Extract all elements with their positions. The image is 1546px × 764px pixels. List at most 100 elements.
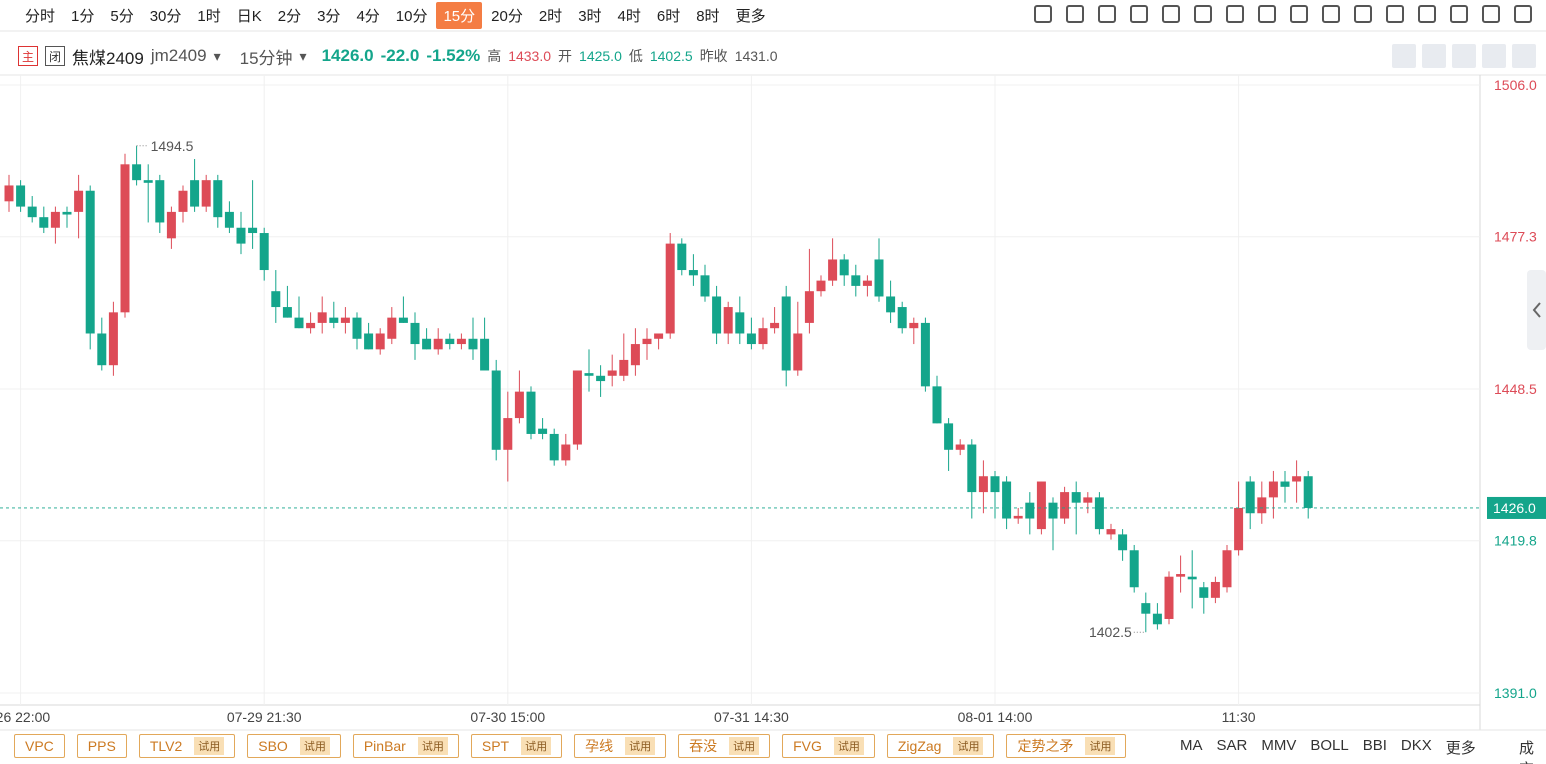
tool[interactable] — [1322, 5, 1340, 23]
period[interactable]: 1分 — [71, 7, 95, 25]
tool[interactable] — [1354, 5, 1372, 23]
period[interactable]: 6时 — [656, 7, 681, 25]
candle-body — [538, 428, 548, 434]
indicator-button[interactable]: TLV2 试用 — [138, 734, 236, 758]
candle-body — [804, 291, 814, 323]
period[interactable]: 1时 — [197, 7, 221, 25]
period[interactable]: 分时 — [25, 7, 56, 25]
candle-body — [677, 243, 687, 271]
main-indicator[interactable]: BBI — [1362, 737, 1387, 754]
button[interactable] — [1422, 44, 1446, 68]
tool[interactable] — [1418, 5, 1436, 23]
period-active[interactable]: 15分 — [436, 1, 483, 29]
tool[interactable] — [1450, 5, 1468, 23]
tool[interactable] — [1098, 5, 1116, 23]
period[interactable]: 3时 — [578, 7, 602, 25]
candle-body — [364, 333, 374, 350]
tool[interactable] — [1066, 5, 1084, 23]
button[interactable] — [1482, 44, 1506, 68]
candle-body — [62, 211, 72, 215]
period[interactable]: 2分 — [277, 7, 302, 25]
candle-body — [514, 391, 524, 419]
last-price: 1426.0 — [321, 46, 374, 65]
draw-tools — [1034, 5, 1532, 23]
side-tab-label[interactable]: 成交 — [1519, 740, 1535, 764]
candle-body — [387, 317, 397, 339]
button[interactable] — [1452, 44, 1476, 68]
candle-body — [410, 322, 420, 345]
indicator-button[interactable]: PinBar 试用 — [352, 734, 459, 758]
candle-body — [955, 444, 965, 450]
side-tab[interactable] — [1527, 270, 1546, 350]
indicator-button[interactable]: 孕线 试用 — [574, 734, 667, 758]
tool[interactable] — [1034, 5, 1052, 23]
period[interactable]: 3分 — [317, 7, 341, 25]
period[interactable]: 4时 — [617, 7, 641, 25]
indicator-button[interactable]: SBO 试用 — [247, 734, 341, 758]
period[interactable]: 2时 — [538, 7, 563, 25]
low-label: 1402.5 — [1089, 624, 1132, 640]
period-select[interactable]: 15分钟 — [239, 48, 293, 68]
indicator-name: VPC — [25, 738, 54, 754]
candle-body — [1199, 587, 1209, 598]
tool[interactable] — [1258, 5, 1276, 23]
high: 1433.0 — [508, 48, 552, 64]
period[interactable]: 4分 — [356, 7, 380, 25]
indicator-name: ZigZag — [897, 738, 942, 754]
period[interactable]: 8时 — [696, 7, 720, 25]
period-more[interactable]: 更多 — [735, 7, 766, 25]
indicator-name: TLV2 — [149, 738, 183, 754]
candle-body — [886, 296, 896, 313]
tool[interactable] — [1162, 5, 1180, 23]
period[interactable]: 20分 — [491, 7, 523, 25]
dropdown-arrow[interactable]: ▾ — [299, 47, 307, 64]
main-indicator[interactable]: 更多 — [1445, 740, 1476, 757]
indicator-button[interactable]: ZigZag 试用 — [886, 734, 995, 758]
label: 低 — [628, 48, 643, 64]
main-indicator[interactable]: DKX — [1400, 737, 1432, 754]
candle-body — [862, 280, 872, 286]
tool[interactable] — [1514, 5, 1532, 23]
candle-body — [143, 180, 153, 183]
candle-body — [758, 328, 768, 345]
period[interactable]: 30分 — [149, 7, 182, 25]
candle-body — [236, 227, 246, 244]
candle-body — [978, 476, 988, 493]
period[interactable]: 日K — [236, 7, 262, 25]
trial-tag: 试用 — [417, 737, 448, 755]
indicator-button[interactable]: 定势之矛 试用 — [1006, 734, 1127, 758]
indicator-button[interactable]: FVG 试用 — [782, 734, 875, 758]
candle-body — [967, 444, 977, 493]
dropdown-arrow[interactable]: ▾ — [213, 47, 221, 64]
candle-body — [874, 259, 884, 297]
candle-body — [561, 444, 571, 461]
trial-tag: 试用 — [194, 737, 225, 755]
tool[interactable] — [1130, 5, 1148, 23]
period[interactable]: 10分 — [395, 7, 428, 25]
candle-body — [340, 317, 350, 323]
symbol-name: 焦煤2409 — [72, 48, 144, 68]
main-indicator[interactable]: MA — [1180, 737, 1203, 754]
quote-header: 主 闭 焦煤2409 jm2409 ▾ 15分钟 ▾ 1426.0 -22.0 … — [18, 43, 778, 69]
tool[interactable] — [1194, 5, 1212, 23]
candle-body — [503, 418, 513, 450]
tool[interactable] — [1226, 5, 1244, 23]
button[interactable] — [1512, 44, 1536, 68]
tool[interactable] — [1386, 5, 1404, 23]
candle-body — [224, 211, 234, 228]
main-indicator[interactable]: BOLL — [1310, 737, 1349, 754]
symbol-code[interactable]: jm2409 — [150, 46, 207, 65]
candle-body — [248, 227, 258, 234]
indicator-button[interactable]: PPS — [76, 734, 127, 758]
candle-body — [746, 333, 756, 345]
indicator-button[interactable]: 吞没 试用 — [678, 734, 771, 758]
period[interactable]: 5分 — [110, 7, 134, 25]
indicator-button[interactable]: SPT 试用 — [470, 734, 563, 758]
main-indicator[interactable]: SAR — [1216, 737, 1248, 754]
button[interactable] — [1392, 44, 1416, 68]
tool[interactable] — [1482, 5, 1500, 23]
main-indicator[interactable]: MMV — [1261, 737, 1297, 754]
candle-body — [781, 296, 791, 371]
indicator-button[interactable]: VPC — [14, 734, 65, 758]
tool[interactable] — [1290, 5, 1308, 23]
